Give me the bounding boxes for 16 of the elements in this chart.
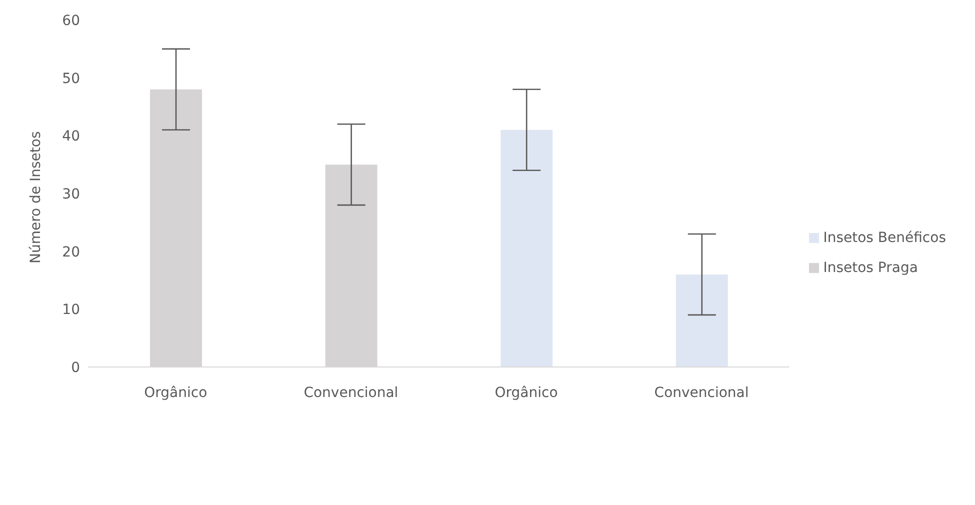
y-tick-label: 20: [62, 244, 80, 260]
y-tick-label: 60: [62, 12, 80, 29]
legend-label: Insetos Benéficos: [823, 230, 946, 246]
x-tick-label: Convencional: [304, 384, 398, 401]
y-tick-label: 30: [62, 186, 80, 202]
bar: [676, 274, 728, 367]
x-tick-label: Orgânico: [494, 384, 558, 401]
x-tick-label: Convencional: [654, 384, 749, 401]
y-tick-label: 50: [62, 70, 80, 87]
y-tick-label: 40: [62, 128, 80, 145]
x-tick-label: Orgânico: [144, 384, 208, 401]
legend-label: Insetos Praga: [823, 260, 918, 276]
y-axis-title: Número de Insetos: [28, 131, 44, 264]
bar: [500, 130, 553, 367]
y-tick-label: 0: [71, 360, 80, 376]
y-tick-label: 10: [62, 302, 80, 318]
